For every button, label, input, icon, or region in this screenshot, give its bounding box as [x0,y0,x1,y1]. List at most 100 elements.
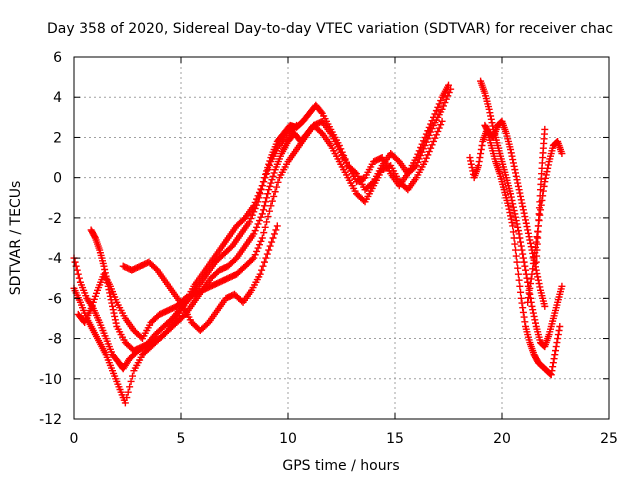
data-point [519,202,527,210]
data-point [507,193,515,201]
data-point [522,266,530,274]
data-point [255,217,263,225]
data-point [264,166,272,174]
data-point [432,107,440,115]
data-point [255,188,263,196]
data-point [550,355,558,363]
data-point [435,100,443,108]
data-point [424,151,432,159]
data-point [254,244,262,252]
data-point [428,141,436,149]
chart-title: Day 358 of 2020, Sidereal Day-to-day VTE… [47,21,613,37]
series-track-10 [532,125,549,266]
data-point [534,273,542,281]
data-point [520,209,528,217]
data-point [529,306,537,314]
data-point [517,192,525,200]
plot-frame [73,56,610,420]
data-point [524,294,532,302]
data-point [534,228,542,236]
data-point [260,202,268,210]
series-track-6 [466,125,564,379]
data-point [266,242,274,250]
data-point [250,254,258,262]
y-tick-label: -4 [48,251,62,267]
data-point [554,331,562,339]
data-point [533,246,541,254]
data-point [124,388,132,396]
data-point [532,319,540,327]
data-point [422,154,430,162]
data-point [508,219,516,227]
data-point [123,394,131,402]
data-point [527,275,535,283]
data-point [261,223,269,231]
data-point [101,269,109,277]
data-point [485,105,493,113]
data-point [269,172,277,180]
data-point [257,185,265,193]
data-point [514,223,522,231]
data-point [528,302,536,310]
data-point [447,85,455,93]
y-axis-label: SDTVAR / TECUs [8,181,24,296]
data-point [260,178,268,186]
data-point [514,227,522,235]
data-point [509,222,517,230]
data-point [248,255,256,263]
data-point [440,102,448,110]
data-point [509,159,517,167]
data-point [100,262,108,270]
data-point [73,266,81,274]
data-point [512,169,520,177]
data-point [434,127,442,135]
data-point [422,138,430,146]
y-tick-label: -12 [39,412,62,428]
data-point [531,316,539,324]
data-point [524,229,532,237]
data-point [475,158,483,166]
data-point [521,213,529,221]
data-point [507,146,515,154]
data-point [535,204,543,212]
y-tick-label: 0 [53,171,62,187]
data-point [515,186,523,194]
data-point [528,270,536,278]
data-point [106,289,114,297]
data-point [263,170,271,178]
x-tick-label: 0 [70,431,79,447]
data-point [270,230,278,238]
data-point [535,280,543,288]
data-point [256,270,264,278]
data-point [532,266,540,274]
data-point [293,121,301,129]
data-point [534,234,542,242]
data-point [270,192,278,200]
data-point [535,216,543,224]
data-point [435,124,443,132]
data-point [107,296,115,304]
data-point [437,97,445,105]
data-point [255,241,263,249]
data-point [261,174,269,182]
data-point [512,252,520,260]
data-point [527,239,535,247]
data-point [517,294,525,302]
data-point [111,316,119,324]
data-point [263,218,271,226]
data-point [291,123,299,131]
data-point [543,168,551,176]
data-point [74,270,82,278]
data-point [511,166,519,174]
data-point [260,258,268,266]
data-point [486,109,494,117]
data-point [418,148,426,156]
data-point [517,238,525,246]
data-point [553,339,561,347]
data-point [520,313,528,321]
data-point [438,105,446,113]
data-point [102,272,110,280]
data-point [104,279,112,287]
data-point [425,131,433,139]
data-point [529,309,537,317]
